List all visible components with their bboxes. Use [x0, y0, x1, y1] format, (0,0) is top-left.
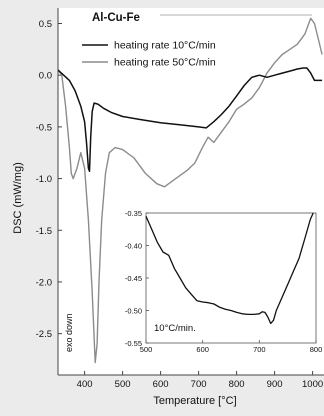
y-tick-label-1-5: -1.5: [36, 226, 52, 237]
x-tick-label-400: 400: [77, 379, 93, 390]
inset-chart: 500 600 700 800 -0.35 -0.40 -0.45 -0.50 -0.55 10°…: [125, 209, 322, 354]
inset-y-tick-label-0-5: -0.50: [125, 307, 142, 316]
x-axis-label: Temperature [°C]: [153, 395, 236, 407]
legend: heating rate 10°C/min heating rate 50°C/m…: [82, 14, 312, 69]
series-line-heating-rate-10-C-min: [57, 67, 323, 173]
main-axes: 400 500 600 700 800 900 1000 0.5 0.0 -0.5 -1.0 -1.5…: [36, 8, 324, 390]
chart-title: Al-Cu-Fe: [92, 12, 140, 24]
inset-y-tick-label-0-55: -0.55: [125, 339, 142, 348]
x-tick-label-500: 500: [115, 379, 131, 390]
legend-label-heating-rate-50-C-min: heating rate 50°C/min: [114, 57, 216, 69]
x-tick-label-800: 800: [229, 379, 245, 390]
annotation-exo-down: exo down: [64, 313, 74, 352]
y-tick-label-1: -1.0: [36, 174, 52, 185]
inset-x-tick-label-700: 700: [253, 345, 266, 354]
inset-x-tick-label-500: 500: [140, 345, 153, 354]
series-line-heating-rate-50-C-min: [57, 17, 323, 364]
y-tick-label-2-5: -2.5: [36, 329, 52, 340]
inset-x-tick-label-600: 600: [196, 345, 209, 354]
x-tick-label-1000: 1000: [302, 379, 323, 390]
y-tick-label-0-5: -0.5: [36, 122, 52, 133]
inset-y-tick-label-0-45: -0.45: [125, 274, 142, 283]
y-tick-label-2: -2.0: [36, 277, 52, 288]
inset-x-tick-label-800: 800: [310, 345, 323, 354]
main-series: [57, 17, 323, 364]
x-tick-label-700: 700: [191, 379, 207, 390]
y-axis-label: DSC (mW/mg): [12, 162, 24, 234]
inset-frame: [145, 212, 317, 344]
x-tick-label-900: 900: [267, 379, 283, 390]
inset-label: 10°C/min.: [154, 323, 196, 334]
inset-y-tick-label-0-35: -0.35: [125, 209, 142, 218]
y-tick-label-0-5: 0.5: [39, 19, 52, 30]
x-tick-label-600: 600: [153, 379, 169, 390]
y-tick-label-0: 0.0: [39, 71, 52, 82]
legend-label-heating-rate-10-C-min: heating rate 10°C/min: [114, 40, 216, 52]
inset-y-tick-label-0-4: -0.40: [125, 242, 142, 251]
inset-series-line: [145, 212, 314, 325]
